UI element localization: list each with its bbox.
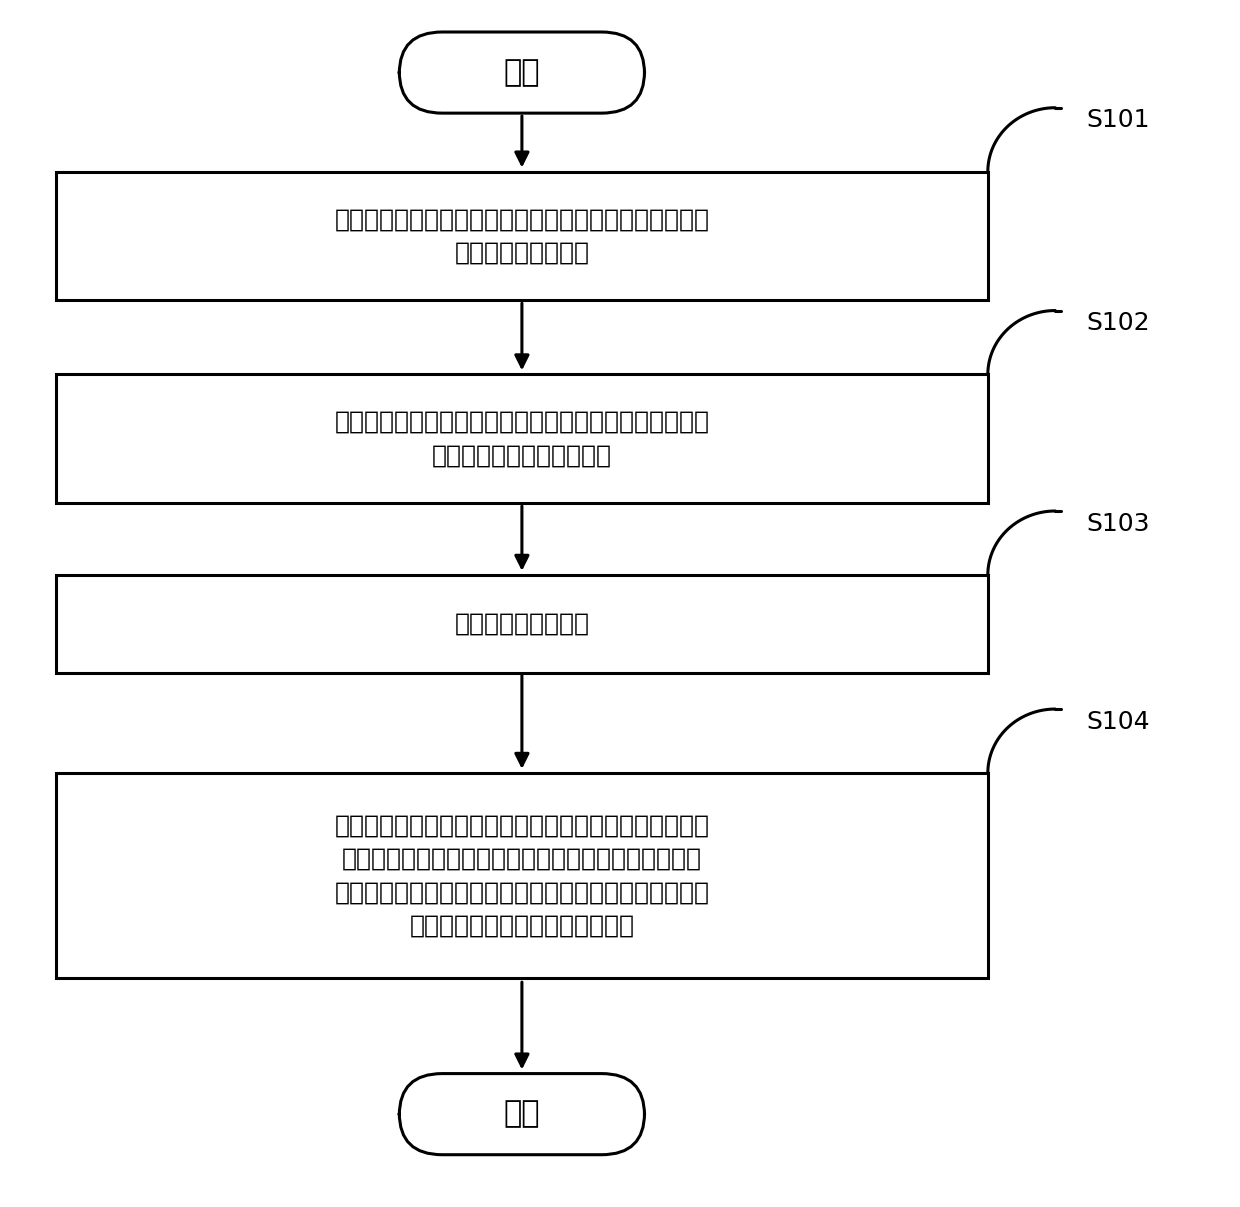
Text: 检测移动终端的剩余电量是否小于第二预设门限；若是，
则获取移动终端的常用应用: 检测移动终端的剩余电量是否小于第二预设门限；若是， 则获取移动终端的常用应用 (335, 410, 709, 467)
Bar (56, 575, 988, 672)
Text: S101: S101 (1086, 109, 1149, 133)
Bar (56, 374, 988, 503)
Bar (56, 772, 988, 978)
Text: 结束: 结束 (503, 1100, 541, 1129)
Text: 运行主系统并启用第一屏幕以显示主系统的界面、以及在
主系统下运行的应用: 运行主系统并启用第一屏幕以显示主系统的界面、以及在 主系统下运行的应用 (335, 208, 709, 264)
Text: 检测移动终端的剩余电量是否小于第一预设门限；若是，
则停用主系统及第一屏幕、运行能耗低于主系统的副系
统、并启用能耗低于第一屏幕的第二屏幕以显示副系统的
界面、: 检测移动终端的剩余电量是否小于第一预设门限；若是， 则停用主系统及第一屏幕、运行… (335, 814, 709, 938)
Text: 仅刷新所述常用应用: 仅刷新所述常用应用 (454, 612, 589, 636)
Text: S103: S103 (1086, 512, 1149, 536)
FancyBboxPatch shape (399, 1073, 645, 1155)
Bar (56, 171, 988, 301)
Text: 开始: 开始 (503, 58, 541, 87)
FancyBboxPatch shape (399, 33, 645, 113)
Text: S102: S102 (1086, 311, 1149, 336)
Text: S104: S104 (1086, 710, 1149, 734)
